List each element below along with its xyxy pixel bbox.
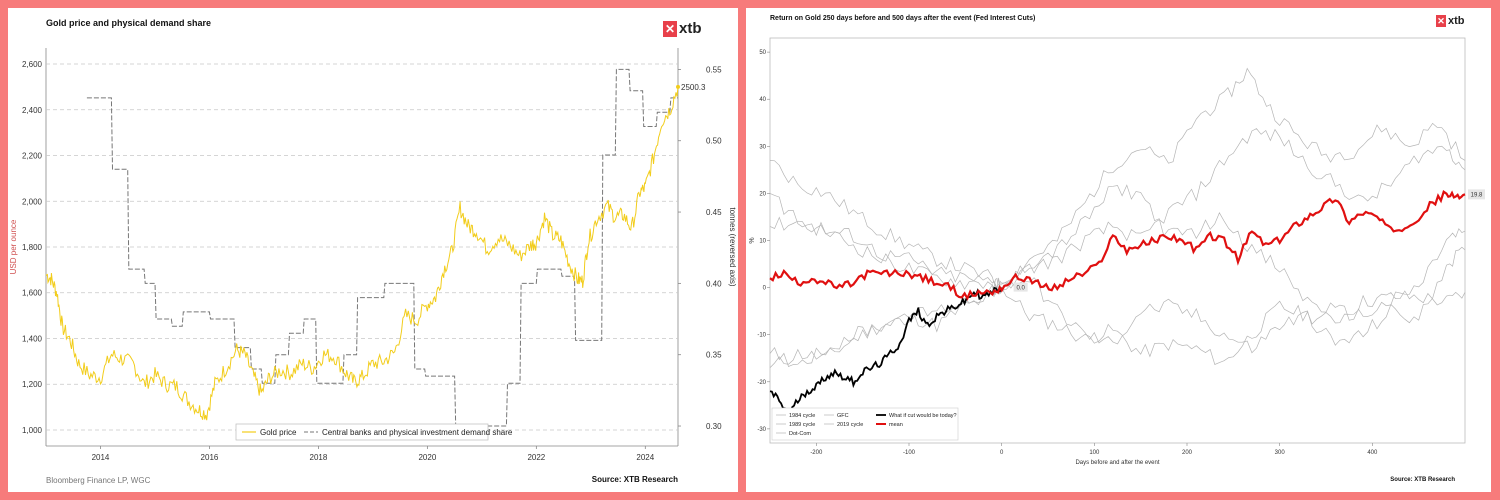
y-tick-label: 1,800: [22, 243, 43, 252]
y-tick-label: 2,400: [22, 106, 43, 115]
data-source: Bloomberg Finance LP, WGC: [46, 476, 151, 485]
research-source: Source: XTB Research: [1390, 477, 1455, 483]
y-tick-label: 20: [759, 191, 766, 197]
y-tick-label: 2,200: [22, 152, 43, 161]
legend-label-what-if-cut-would-be-today: What if cut would be today?: [889, 413, 957, 419]
series-line-1984-cycle: [769, 286, 1466, 368]
y-tick-label: 2,000: [22, 197, 43, 206]
y-tick-label: 10: [759, 239, 766, 245]
page-title: Gold price and physical demand share: [46, 18, 212, 28]
last-point-marker: [676, 84, 680, 89]
legend-label-2019-cycle: 2019 cycle: [837, 422, 863, 428]
x-tick-label: 2024: [636, 453, 654, 462]
legend-label-demand-share: Central banks and physical investment de…: [322, 428, 513, 437]
series-line-2019-cycle: [769, 184, 1466, 367]
x-axis-label: Days before and after the event: [1075, 460, 1159, 466]
legend-label-gold-price: Gold price: [260, 428, 297, 437]
y-tick-label: 1,400: [22, 334, 43, 343]
last-value-label: 2500.3: [681, 83, 706, 92]
y2-tick-label: 0.50: [706, 137, 722, 146]
x-tick-label: 2014: [92, 453, 110, 462]
gold-price-panel: Gold price and physical demand share ✕ x…: [8, 8, 738, 492]
y-tick-label: -20: [757, 380, 766, 386]
y-axis-label: USD per ounce: [9, 219, 18, 274]
x-tick-label: 0: [1000, 450, 1004, 456]
series-line-gfc: [769, 216, 1466, 354]
x-tick-label: 2018: [310, 453, 328, 462]
series-line-1989-cycle: [769, 67, 1466, 291]
series-line-demand-share: [86, 68, 678, 427]
xtb-logo: ✕ xtb: [663, 20, 702, 37]
y-tick-label: 2,600: [22, 60, 43, 69]
y2-tick-label: 0.30: [706, 422, 722, 431]
x-tick-label: 200: [1182, 450, 1193, 456]
y2-tick-label: 0.55: [706, 65, 722, 74]
x-tick-label: -100: [903, 450, 916, 456]
x-tick-label: 2022: [527, 453, 545, 462]
y-axis-label: %: [749, 237, 756, 243]
legend-label-1989-cycle: 1989 cycle: [789, 422, 815, 428]
y2-tick-label: 0.45: [706, 208, 722, 217]
x-tick-label: 300: [1275, 450, 1286, 456]
y-tick-label: -10: [757, 333, 766, 339]
y2-axis-label: tonnes (reversed axis): [728, 207, 737, 286]
xtb-x-icon: ✕: [1436, 15, 1446, 27]
zero-value-label: 0.0: [1016, 286, 1025, 292]
x-tick-label: -200: [810, 450, 823, 456]
zero-label-box: [1013, 282, 1028, 292]
y-tick-label: 40: [759, 97, 766, 103]
y2-tick-label: 0.35: [706, 351, 722, 360]
legend-label-1984-cycle: 1984 cycle: [789, 413, 815, 419]
y2-tick-label: 0.40: [706, 279, 722, 288]
series-line-gold-price: [45, 86, 679, 421]
page-title: Return on Gold 250 days before and 500 d…: [770, 15, 1036, 22]
legend-box: [771, 407, 959, 441]
gold-price-chart: 1,000 1,200 1,400 1,600 1,800 2,000 2,200 2,400…: [9, 48, 737, 462]
y-tick-label: -30: [757, 427, 766, 433]
last-value-label: 19.8: [1471, 192, 1483, 198]
xtb-logo-text: xtb: [679, 20, 702, 37]
y-tick-label: 1,000: [22, 426, 43, 435]
x-tick-label: 100: [1089, 450, 1100, 456]
xtb-logo-text: xtb: [1448, 15, 1465, 27]
xtb-logo: ✕ xtb: [1436, 15, 1465, 27]
x-tick-label: 2016: [201, 453, 219, 462]
last-value-box: [1468, 189, 1485, 200]
legend-box: [235, 423, 489, 441]
x-tick-label: 400: [1367, 450, 1378, 456]
series-line-mean: [769, 190, 1466, 301]
x-tick-label: 2020: [418, 453, 436, 462]
research-source: Source: XTB Research: [591, 475, 678, 484]
y-tick-label: 50: [759, 50, 766, 56]
y-tick-label: 0: [763, 286, 767, 292]
y-tick-label: 30: [759, 144, 766, 150]
y-tick-label: 1,600: [22, 289, 43, 298]
fed-cut-return-panel: Return on Gold 250 days before and 500 d…: [746, 8, 1491, 492]
legend-label-gfc: GFC: [837, 413, 849, 419]
series-line-what-if-cut-would-be-today: [769, 286, 1003, 418]
legend-label-dot-com: Dot-Com: [789, 431, 811, 437]
series-line-dot-com: [769, 128, 1466, 291]
legend-label-mean: mean: [889, 422, 903, 428]
xtb-x-icon: ✕: [663, 20, 677, 37]
y-tick-label: 1,200: [22, 380, 43, 389]
